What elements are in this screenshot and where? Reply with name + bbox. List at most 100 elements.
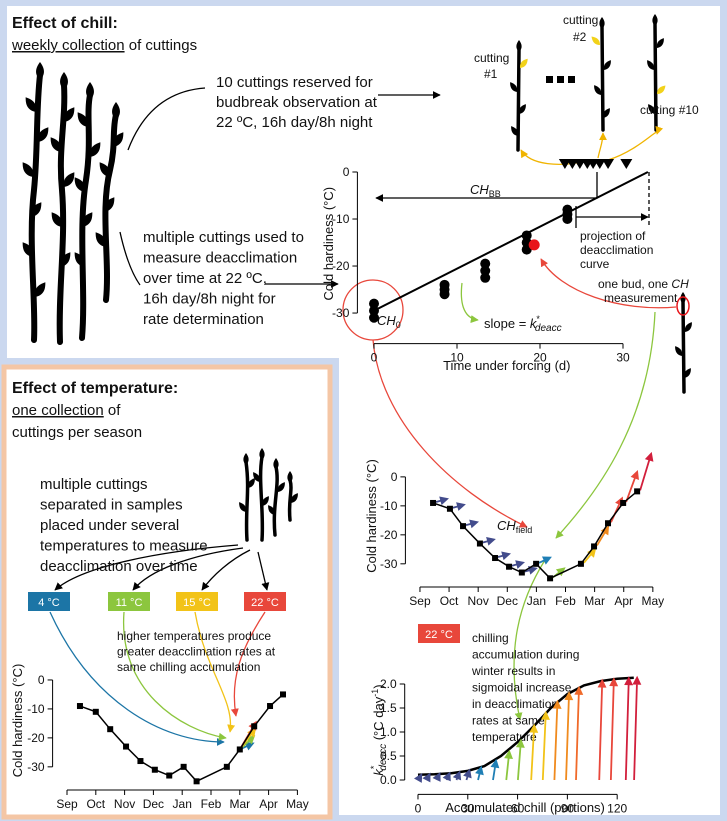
annotation: measurement (604, 291, 678, 305)
deacclimation-arrow (497, 551, 512, 561)
annotation-part: CH (671, 277, 689, 291)
annotation-line: placed under several (40, 517, 179, 534)
plant-illustration (236, 448, 301, 542)
cutting (681, 300, 686, 394)
label-part: deacc (378, 744, 389, 771)
rate-arrow (515, 738, 525, 781)
rate-arrow (442, 771, 451, 782)
data-point (476, 540, 483, 547)
y-tick-label: -30 (27, 760, 45, 774)
temperature-label: 22 °C (251, 597, 279, 609)
data-point (251, 723, 258, 730)
rate-arrow (632, 675, 642, 781)
x-tick-label: 10 (450, 351, 464, 365)
y-tick-label: -10 (332, 212, 350, 226)
annotation-line: greater deacclimation rates at (117, 645, 276, 659)
temperature-label: 11 °C (116, 597, 143, 609)
temperature-box (244, 592, 286, 611)
x-axis-label: Time under forcing (d) (443, 358, 570, 373)
data-point (533, 560, 540, 567)
annotation-part: deacc (535, 323, 562, 334)
rate-arrow (574, 685, 584, 781)
arrow (372, 339, 528, 528)
y-tick-label: 0.5 (380, 749, 397, 763)
data-point (521, 230, 532, 241)
data-point (506, 563, 513, 570)
rate-arrow (504, 749, 513, 781)
deacclimation-arrow (465, 519, 479, 529)
arrow (540, 258, 677, 309)
rate-arrow (597, 678, 607, 781)
deacclimation-arrow (452, 502, 466, 511)
y-axis-label: k*deacc (°C day-1) (369, 684, 389, 775)
stem (79, 92, 93, 341)
annotation-line: in deacclimation (472, 697, 558, 711)
arrow (607, 125, 664, 161)
y-axis-label: Cold hardiness (°C) (321, 187, 336, 301)
data-point (92, 708, 99, 715)
temperature-box (28, 592, 70, 611)
data-point (123, 743, 130, 750)
data-point (76, 703, 83, 710)
y-tick-label: 0 (343, 165, 350, 179)
label-part: * (369, 765, 379, 769)
rate-arrow (463, 768, 472, 781)
data-point (480, 265, 491, 276)
title: Effect of chill: (12, 15, 118, 32)
temperature-box (418, 624, 460, 643)
deacclimation-arrow (482, 537, 496, 546)
annotation: CH0 (377, 313, 401, 330)
rate-arrow (552, 699, 562, 781)
arrow (257, 551, 270, 591)
annotation-part: BB (489, 189, 501, 199)
data-point (620, 499, 627, 506)
y-tick-label: 1.0 (380, 725, 397, 739)
highlight-point (528, 239, 540, 251)
bud-highlight (676, 296, 690, 316)
annotation: one bud, one CH (598, 277, 689, 291)
x-tick-label: 120 (607, 801, 627, 815)
plant-illustration (19, 62, 127, 345)
label-part: k (371, 768, 386, 776)
arrow (49, 611, 225, 746)
x-tick-label: Sep (409, 594, 431, 608)
x-tick-label: Nov (114, 797, 135, 811)
annotation-line: deacclimation (580, 243, 653, 257)
deacclimation-arrow (538, 556, 552, 565)
x-tick-label: Apr (259, 797, 278, 811)
connector (127, 87, 206, 151)
ellipsis-dot (546, 76, 553, 83)
annotation-line: curve (580, 257, 610, 271)
data-point (236, 746, 243, 753)
annotation: CHfield (497, 518, 532, 535)
x-tick-label: Jan (173, 797, 192, 811)
data-point (267, 703, 274, 710)
arrow (460, 282, 479, 324)
annotation-part: CH (497, 518, 516, 533)
y-tick-label: 0 (391, 470, 398, 484)
annotation-line: separated in samples (40, 497, 183, 514)
y-axis-label: Cold hardiness (°C) (364, 459, 379, 573)
temperature-box (176, 592, 218, 611)
y-tick-label: 2.0 (380, 677, 397, 691)
data-point (280, 691, 286, 698)
right-panel (339, 350, 720, 815)
x-tick-label: 20 (533, 351, 547, 365)
data-point (480, 258, 491, 269)
subtitle-underlined: weekly collection (11, 37, 125, 54)
x-tick-label: Dec (497, 594, 518, 608)
cuttings-illustration (507, 14, 695, 394)
annotation-part: slope = (484, 316, 530, 331)
data-point (446, 505, 453, 512)
x-tick-label: 30 (616, 351, 630, 365)
y-tick-label: 0 (38, 673, 45, 687)
x-tick-label: Apr (614, 594, 633, 608)
cutting (653, 22, 658, 132)
deacclimation-arrow (435, 496, 449, 506)
data-point (518, 569, 525, 576)
annotation-line: 16h day/8h night for (143, 291, 276, 308)
temperature-label: 4 °C (38, 597, 60, 609)
y-axis-label: Cold hardiness (°C) (10, 664, 25, 778)
data-point (562, 214, 573, 225)
